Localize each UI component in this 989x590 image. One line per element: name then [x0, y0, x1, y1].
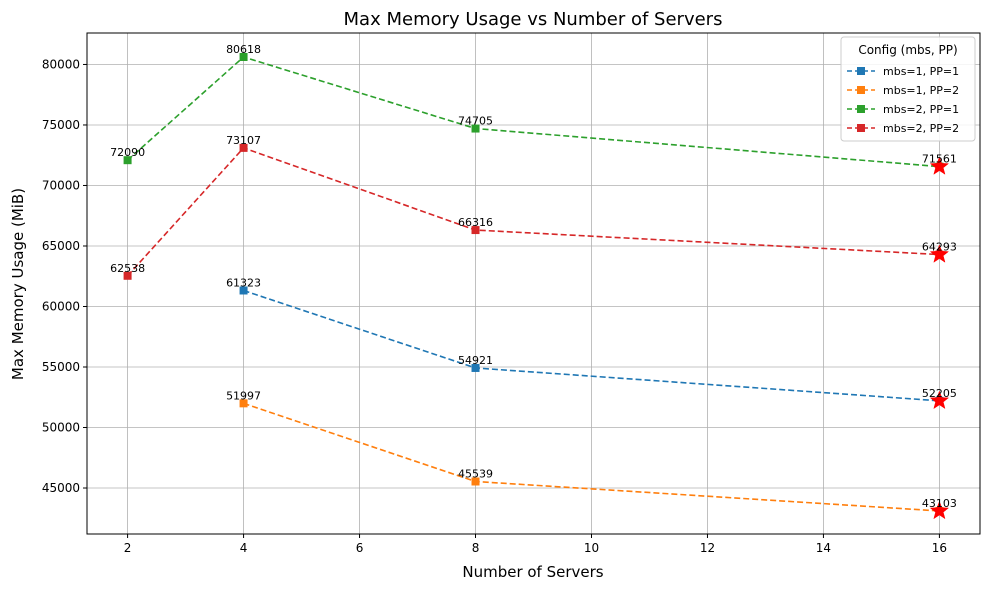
data-point-marker [239, 286, 248, 295]
data-label: 66316 [458, 216, 493, 229]
x-tick-label: 4 [240, 541, 248, 555]
data-label: 52205 [922, 387, 957, 400]
x-tick-label: 12 [700, 541, 715, 555]
max-server-star-marker [929, 244, 950, 263]
data-label: 64293 [922, 241, 957, 254]
y-tick-label: 60000 [42, 299, 80, 313]
y-tick-label: 70000 [42, 178, 80, 192]
y-axis-ticks: 45000 50000 55000 60000 65000 70000 75000 80000 [42, 57, 87, 495]
data-point-marker [471, 477, 480, 486]
data-point-marker [239, 399, 248, 408]
x-tick-label: 6 [356, 541, 364, 555]
legend-label: mbs=1, PP=1 [883, 65, 959, 78]
legend-items: mbs=1, PP=1 mbs=1, PP=2 mbs=2, PP=1 mbs=2, … [847, 65, 959, 135]
data-label: 62538 [110, 262, 145, 275]
data-point-marker [471, 363, 480, 372]
data-label: 43103 [922, 497, 957, 510]
legend-title: Config (mbs, PP) [858, 43, 957, 57]
data-point-marker [239, 143, 248, 152]
y-tick-label: 55000 [42, 360, 80, 374]
data-point-marker [471, 124, 480, 133]
data-label: 71561 [922, 153, 957, 166]
data-label: 61323 [226, 276, 261, 289]
y-tick-label: 50000 [42, 421, 80, 435]
legend-label: mbs=2, PP=2 [883, 122, 959, 135]
max-server-star-marker [929, 156, 950, 175]
x-tick-label: 8 [472, 541, 480, 555]
y-tick-label: 65000 [42, 239, 80, 253]
x-tick-label: 10 [584, 541, 599, 555]
x-axis-title: Number of Servers [462, 563, 603, 581]
data-label: 80618 [226, 43, 261, 56]
max-server-star-marker [929, 390, 950, 410]
data-label: 51997 [226, 389, 261, 402]
legend-marker [857, 124, 865, 132]
series-line-2 [127, 56, 940, 168]
y-axis-title: Max Memory Usage (MiB) [9, 188, 27, 380]
series-line-3 [126, 146, 940, 277]
legend-label: mbs=1, PP=2 [883, 84, 959, 97]
x-axis-ticks: 2 4 6 8 10 12 14 16 [124, 534, 947, 555]
max-server-star-marker [929, 500, 950, 520]
y-tick-label: 45000 [42, 481, 80, 495]
y-tick-label: 80000 [42, 57, 80, 71]
legend-box [840, 36, 976, 142]
data-label: 74705 [458, 115, 493, 128]
data-point-marker [471, 226, 480, 235]
legend-marker [857, 86, 865, 94]
plot-frame [86, 32, 981, 535]
labels-layer: 61323 54921 52205 51997 45539 43103 72090 80618… [110, 43, 957, 510]
data-label: 45539 [458, 467, 493, 480]
x-tick-label: 16 [932, 541, 947, 555]
data-point-marker [123, 271, 132, 280]
highlight-layer [929, 156, 950, 520]
data-label: 73107 [226, 134, 261, 147]
legend-marker [857, 105, 865, 113]
data-point-marker [239, 52, 248, 61]
x-tick-label: 14 [816, 541, 831, 555]
data-label: 54921 [458, 354, 493, 367]
legend-label: mbs=2, PP=1 [883, 103, 959, 116]
y-tick-label: 75000 [42, 118, 80, 132]
data-point-marker [123, 156, 132, 165]
x-tick-label: 2 [124, 541, 132, 555]
data-label: 72090 [110, 146, 145, 159]
legend-marker [857, 67, 865, 75]
chart-title: Max Memory Usage vs Number of Servers [344, 9, 723, 30]
